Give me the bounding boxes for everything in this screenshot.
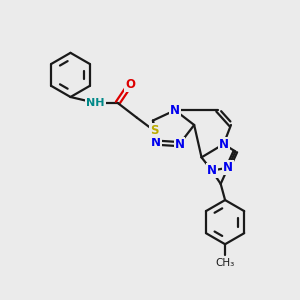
Text: N: N xyxy=(223,161,233,174)
Text: N: N xyxy=(170,104,180,117)
Text: NH: NH xyxy=(86,98,105,108)
Text: N: N xyxy=(151,136,161,149)
Text: O: O xyxy=(125,78,135,91)
Text: N: N xyxy=(219,138,229,151)
Text: N: N xyxy=(207,164,217,177)
Text: N: N xyxy=(174,138,184,151)
Text: CH₃: CH₃ xyxy=(215,258,235,268)
Text: S: S xyxy=(150,124,159,137)
